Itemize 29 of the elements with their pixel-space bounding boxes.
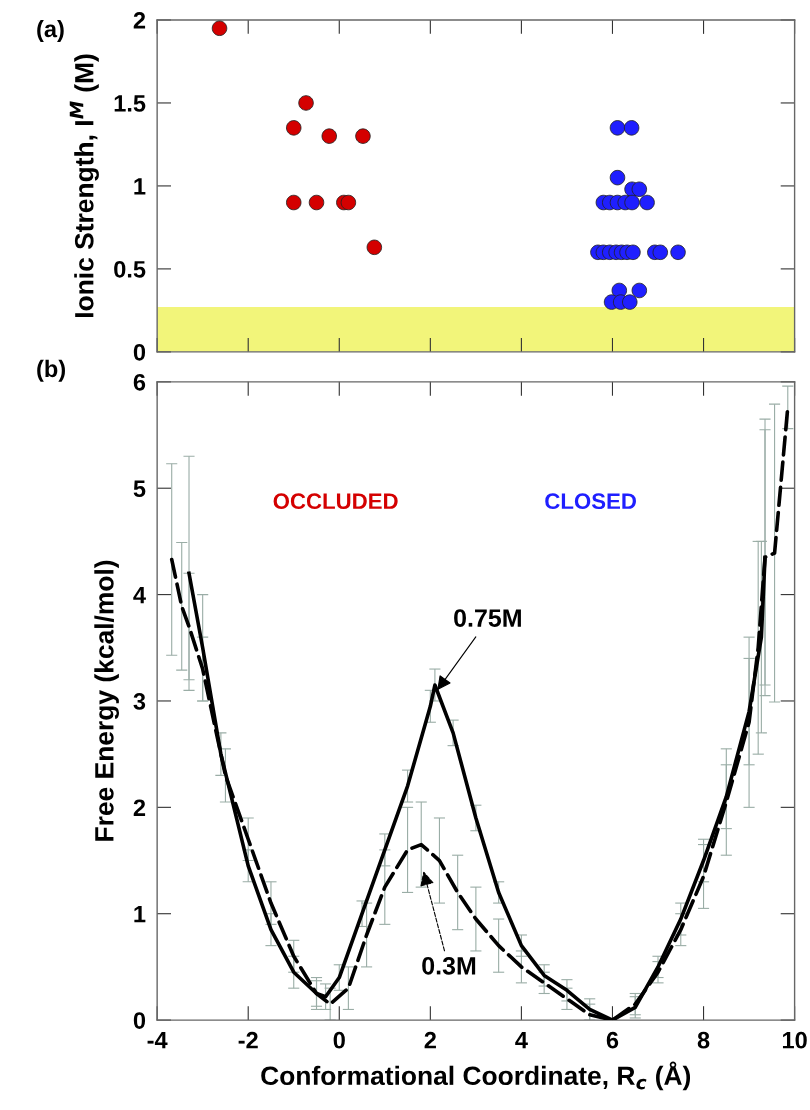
y-tick-label: 1.5 xyxy=(114,95,146,112)
y-tick-label: 1 xyxy=(134,178,146,195)
y-tick-label: 4 xyxy=(133,586,146,604)
y-tick-label: 0.5 xyxy=(114,260,146,278)
annotation: 0.3M xyxy=(422,956,476,975)
y-tick-label: 0 xyxy=(133,343,146,361)
x-tick-label: 10 xyxy=(782,1031,807,1049)
x-tick-label: 6 xyxy=(606,1031,619,1049)
x-tick-label: -2 xyxy=(238,1031,258,1049)
y-tick-label: 0 xyxy=(133,1012,146,1029)
x-tick-label: 8 xyxy=(697,1031,710,1049)
y-tick-label: 2 xyxy=(133,799,146,816)
annotation: OCCLUDED xyxy=(273,493,398,510)
x-tick-label: 4 xyxy=(515,1032,528,1049)
y-tick-label: 2 xyxy=(133,12,146,29)
x-tick-label: 0 xyxy=(333,1031,345,1049)
x-tick-label: 2 xyxy=(424,1031,436,1049)
annotation: CLOSED xyxy=(545,493,636,510)
x-axis-title: Conformational Coordinate, R$_{c}$ (Å) xyxy=(261,1061,691,1091)
annotation: 0.75M xyxy=(454,609,521,627)
chart-title: (a) xyxy=(37,19,64,42)
y-axis-title: Ionic Strength, I$^{M}$ (M) xyxy=(69,54,99,318)
y-tick-label: 1 xyxy=(134,906,146,923)
chart-title: (b) xyxy=(37,359,65,382)
x-tick-label: -4 xyxy=(147,1032,168,1049)
y-tick-label: 6 xyxy=(133,373,146,391)
y-tick-label: 5 xyxy=(133,480,146,497)
y-tick-label: 3 xyxy=(133,693,146,710)
y-axis-title: Free Energy (kcal/mol) xyxy=(94,560,120,841)
